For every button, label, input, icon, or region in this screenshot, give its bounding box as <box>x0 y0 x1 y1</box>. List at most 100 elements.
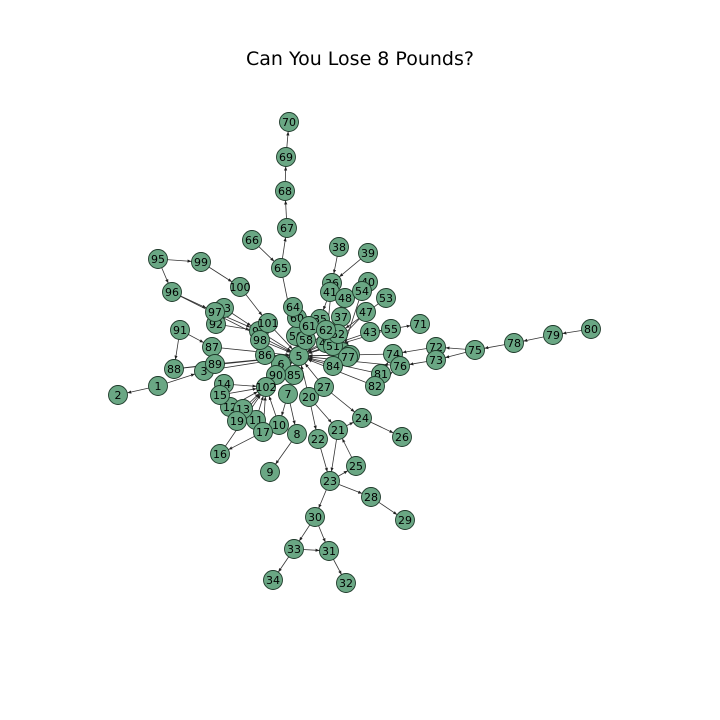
node-25: 25 <box>346 456 366 476</box>
node-label-22: 22 <box>311 433 325 446</box>
node-label-58: 58 <box>299 334 313 347</box>
node-circle-38 <box>329 237 349 257</box>
node-label-66: 66 <box>245 234 259 247</box>
node-label-95: 95 <box>151 253 165 266</box>
node-label-30: 30 <box>308 511 322 524</box>
node-label-37: 37 <box>334 311 348 324</box>
node-80: 80 <box>581 319 601 339</box>
node-circle-25 <box>346 456 366 476</box>
node-circle-9 <box>260 462 280 482</box>
node-circle-27 <box>314 377 334 397</box>
node-circle-48 <box>335 288 355 308</box>
node-circle-91 <box>170 320 190 340</box>
node-circle-22 <box>308 429 328 449</box>
node-label-69: 69 <box>279 151 293 164</box>
node-label-28: 28 <box>364 491 378 504</box>
node-label-5: 5 <box>296 350 303 363</box>
node-79: 79 <box>543 325 563 345</box>
node-circle-82 <box>365 376 385 396</box>
node-label-82: 82 <box>368 380 382 393</box>
node-84: 84 <box>323 356 343 376</box>
node-circle-17 <box>253 422 273 442</box>
node-label-39: 39 <box>361 247 375 260</box>
node-circle-20 <box>299 387 319 407</box>
node-label-34: 34 <box>266 574 280 587</box>
node-62: 62 <box>316 320 336 340</box>
node-label-16: 16 <box>213 448 227 461</box>
node-label-19: 19 <box>230 415 244 428</box>
node-34: 34 <box>263 570 283 590</box>
node-label-73: 73 <box>429 354 443 367</box>
node-85: 85 <box>284 365 304 385</box>
node-circle-64 <box>283 297 303 317</box>
node-label-86: 86 <box>258 349 272 362</box>
node-circle-29 <box>395 510 415 530</box>
node-label-100: 100 <box>230 281 251 294</box>
node-21: 21 <box>328 420 348 440</box>
node-circle-26 <box>392 427 412 447</box>
node-label-23: 23 <box>323 475 337 488</box>
node-91: 91 <box>170 320 190 340</box>
node-label-97: 97 <box>208 306 222 319</box>
node-76: 76 <box>390 356 410 376</box>
node-55: 55 <box>381 319 401 339</box>
node-circle-99 <box>191 252 211 272</box>
node-7: 7 <box>278 384 298 404</box>
edge-87-5 <box>211 346 290 357</box>
node-label-2: 2 <box>115 389 122 402</box>
node-circle-65 <box>271 258 291 278</box>
node-circle-62 <box>316 320 336 340</box>
node-circle-89 <box>205 354 225 374</box>
node-circle-75 <box>465 340 485 360</box>
node-label-84: 84 <box>326 360 340 373</box>
node-30: 30 <box>305 507 325 527</box>
node-96: 96 <box>162 282 182 302</box>
node-47: 47 <box>356 302 376 322</box>
node-circle-84 <box>323 356 343 376</box>
node-label-68: 68 <box>278 185 292 198</box>
node-label-54: 54 <box>355 285 369 298</box>
node-100: 100 <box>230 277 251 297</box>
node-label-64: 64 <box>286 301 300 314</box>
node-circle-8 <box>287 424 307 444</box>
node-circle-21 <box>328 420 348 440</box>
node-29: 29 <box>395 510 415 530</box>
node-circle-39 <box>358 243 378 263</box>
node-circle-67 <box>277 218 297 238</box>
node-circle-31 <box>319 541 339 561</box>
node-circle-77 <box>338 347 358 367</box>
node-label-47: 47 <box>359 306 373 319</box>
node-label-20: 20 <box>302 391 316 404</box>
node-circle-16 <box>210 444 230 464</box>
node-78: 78 <box>504 333 524 353</box>
node-75: 75 <box>465 340 485 360</box>
node-circle-43 <box>360 322 380 342</box>
node-label-29: 29 <box>398 514 412 527</box>
node-label-27: 27 <box>317 381 331 394</box>
node-67: 67 <box>277 218 297 238</box>
node-label-62: 62 <box>319 324 333 337</box>
node-label-67: 67 <box>280 222 294 235</box>
node-31: 31 <box>319 541 339 561</box>
node-65: 65 <box>271 258 291 278</box>
node-53: 53 <box>376 288 396 308</box>
node-98: 98 <box>250 330 270 350</box>
node-label-41: 41 <box>323 286 337 299</box>
node-15: 15 <box>210 385 230 405</box>
node-82: 82 <box>365 376 385 396</box>
node-circle-71 <box>410 314 430 334</box>
node-circle-2 <box>108 385 128 405</box>
node-71: 71 <box>410 314 430 334</box>
node-1: 1 <box>148 376 168 396</box>
node-circle-73 <box>426 350 446 370</box>
node-26: 26 <box>392 427 412 447</box>
node-label-15: 15 <box>213 389 227 402</box>
node-39: 39 <box>358 243 378 263</box>
node-circle-15 <box>210 385 230 405</box>
node-73: 73 <box>426 350 446 370</box>
node-64: 64 <box>283 297 303 317</box>
node-circle-66 <box>242 230 262 250</box>
node-circle-100 <box>230 277 250 297</box>
